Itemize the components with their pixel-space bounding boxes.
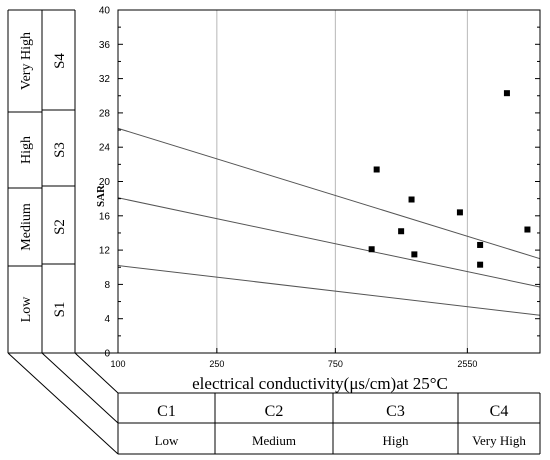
grid-lines [216, 10, 468, 353]
sodium-hazard-label: High [19, 136, 34, 164]
salinity-hazard-label: High [383, 433, 410, 448]
salinity-hazard-label: Medium [252, 433, 296, 448]
y-tick-label: 4 [104, 314, 110, 325]
y-tick-label: 24 [99, 143, 111, 154]
data-point [368, 246, 375, 253]
y-tick-label: 16 [99, 211, 111, 222]
boundary-line [117, 127, 541, 260]
boundary-line [117, 265, 541, 316]
data-point [477, 261, 484, 268]
y-axis: 0 4 8 12 16 20 24 28 32 36 40 [99, 6, 540, 360]
data-points [368, 90, 531, 268]
sodium-hazard-class: S4 [52, 53, 68, 69]
y-axis-title: SAR [95, 184, 107, 207]
y-tick-label: 20 [99, 177, 111, 188]
y-tick-label: 8 [104, 280, 110, 291]
data-point [408, 196, 415, 203]
sodium-hazard-class: S2 [52, 219, 68, 235]
salinity-hazard-class: C1 [157, 403, 176, 420]
data-point [373, 166, 380, 173]
plot-area-frame [117, 9, 541, 354]
y-tick-label: 40 [99, 6, 111, 17]
y-tick-label: 36 [99, 40, 111, 51]
sodium-hazard-classes: Low S1 Medium S2 High S3 Very High S4 [8, 32, 75, 322]
salinity-hazard-class: C2 [265, 403, 284, 420]
boundary-lines [117, 127, 541, 316]
left-hazard-frame [7, 9, 118, 354]
y-tick-label: 12 [99, 246, 111, 257]
salinity-hazard-class: C3 [386, 403, 405, 420]
salinity-hazard-label: Low [155, 433, 179, 448]
boundary-line [117, 197, 541, 288]
y-tick-label: 28 [99, 108, 111, 119]
x-axis-title: electrical conductivity(μs/cm)at 25°C [192, 374, 448, 393]
x-tick-label: 750 [328, 359, 343, 369]
salinity-hazard-classes: C1 Low C2 Medium C3 High C4 Very High [155, 393, 526, 454]
data-point [398, 228, 405, 235]
x-tick-label: 100 [110, 359, 125, 369]
x-tick-label: 250 [209, 359, 224, 369]
x-tick-label: 2550 [457, 359, 477, 369]
data-point [456, 209, 463, 216]
salinity-hazard-class: C4 [490, 403, 509, 420]
sodium-hazard-label: Low [19, 296, 34, 323]
salinity-hazard-label: Very High [472, 433, 526, 448]
x-axis: 100 250 750 2550 [110, 348, 477, 369]
sodium-hazard-label: Very High [19, 32, 34, 90]
data-point [411, 251, 418, 258]
sodium-hazard-class: S3 [52, 142, 68, 158]
y-tick-label: 0 [104, 349, 110, 360]
sodium-hazard-class: S1 [52, 302, 68, 318]
data-point [477, 241, 484, 248]
sodium-hazard-label: Medium [19, 203, 34, 251]
data-point [524, 226, 531, 233]
y-tick-label: 32 [99, 74, 111, 85]
data-point [503, 90, 510, 97]
bottom-hazard-frame [7, 352, 541, 455]
